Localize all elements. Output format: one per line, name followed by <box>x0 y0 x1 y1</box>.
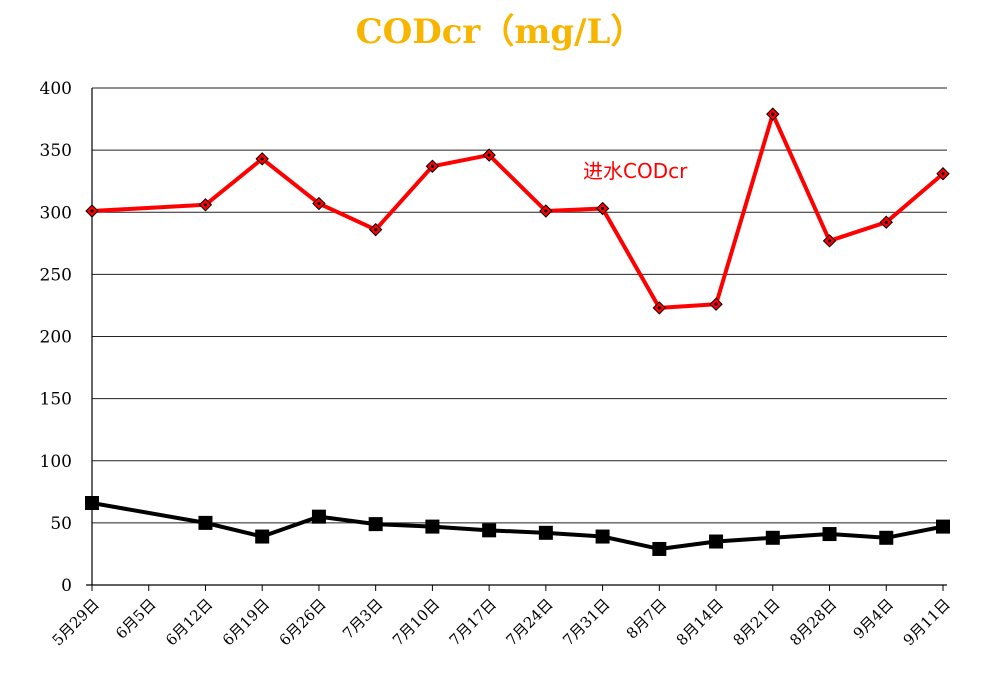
x-tick-label: 7月10日 <box>389 595 443 649</box>
data-point <box>595 529 610 544</box>
data-point-center <box>771 112 775 116</box>
data-point-center <box>827 239 832 243</box>
x-tick-label: 6月12日 <box>162 595 216 649</box>
y-tick-label: 400 <box>40 79 72 99</box>
data-point-center <box>487 153 491 157</box>
data-point <box>822 527 837 542</box>
x-tick-label: 6月5日 <box>112 595 159 642</box>
series-line <box>91 501 944 551</box>
data-point <box>709 534 724 549</box>
y-tick-label: 0 <box>61 576 72 596</box>
y-tick-label: 200 <box>40 328 72 348</box>
data-point-center <box>884 220 888 224</box>
data-point-center <box>714 302 718 306</box>
x-axis-ticks: 5月29日 6月5日 6月12日 6月19日 6月26日 7月3日 7月10日 7月17日 7月… <box>49 595 954 649</box>
x-tick-label: 9月11日 <box>900 595 954 649</box>
x-tick-label: 8月7日 <box>623 595 670 642</box>
data-point-center <box>317 201 321 206</box>
x-tick-label: 5月29日 <box>49 595 103 649</box>
data-point <box>198 515 213 530</box>
y-tick-label: 300 <box>40 203 72 223</box>
data-point-center <box>374 228 378 232</box>
data-point-center <box>260 157 264 161</box>
annotations: 进水CODcr <box>583 159 688 183</box>
data-point <box>936 519 950 534</box>
x-tick-label: 6月26日 <box>276 595 330 649</box>
y-tick-label: 250 <box>40 265 72 285</box>
x-tick-label: 9月4日 <box>850 595 897 642</box>
data-point <box>85 495 99 510</box>
x-tick-label: 8月28日 <box>786 595 840 649</box>
y-tick-label: 100 <box>40 452 72 472</box>
data-point <box>652 541 667 556</box>
y-axis-ticks: 0 50 100 150 200 250 300 350 400 <box>40 79 72 596</box>
data-point <box>425 519 440 534</box>
x-tick-label: 7月3日 <box>339 595 386 642</box>
data-point-center <box>941 172 945 176</box>
data-point-center <box>601 206 605 211</box>
x-tick-label: 7月17日 <box>446 595 500 649</box>
y-tick-label: 150 <box>40 390 72 410</box>
data-point-center <box>203 203 208 207</box>
data-point <box>311 509 326 524</box>
x-tick-label: 7月24日 <box>503 595 557 649</box>
data-point <box>765 530 780 545</box>
y-tick-label: 350 <box>40 141 72 161</box>
data-point <box>879 530 894 545</box>
chart-title: CODcr（mg/L） <box>355 12 645 52</box>
x-tick-label: 8月21日 <box>729 595 783 649</box>
y-tick-label: 50 <box>50 514 72 534</box>
data-point <box>255 529 270 544</box>
x-tick-label: 8月14日 <box>673 595 727 649</box>
data-point <box>368 517 383 532</box>
grid-lines <box>92 87 947 524</box>
x-tick-label: 6月19日 <box>219 595 273 649</box>
data-point-center <box>430 164 434 168</box>
data-point <box>482 523 497 538</box>
data-point-center <box>657 306 661 310</box>
data-point-center <box>544 209 548 213</box>
data-point <box>538 525 553 540</box>
series-group <box>85 107 950 556</box>
data-point-center <box>90 209 94 213</box>
axes <box>86 88 947 591</box>
series-annotation: 进水CODcr <box>583 159 688 183</box>
series-line <box>91 112 945 310</box>
x-tick-label: 7月31日 <box>559 595 613 649</box>
